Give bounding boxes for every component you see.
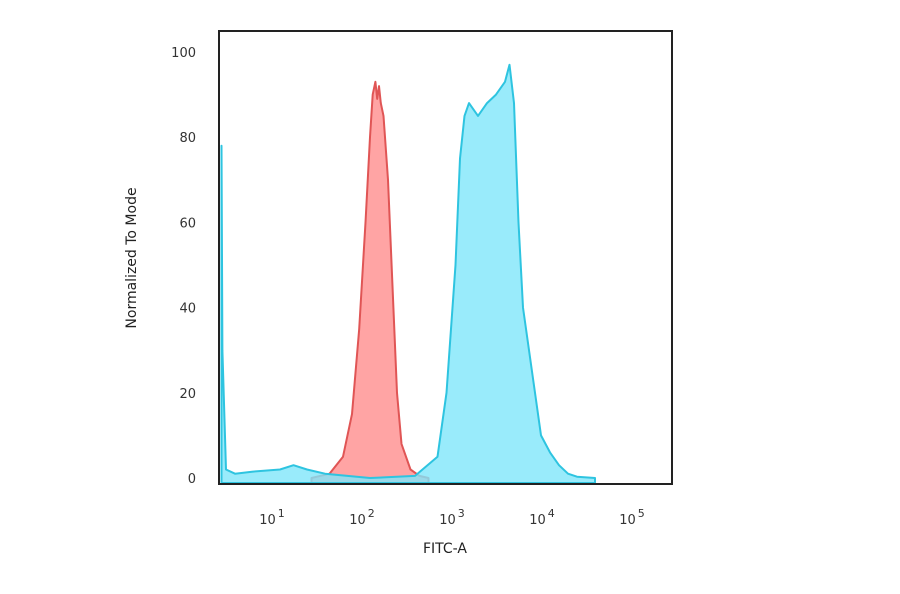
x-tick-label: 10 3 — [439, 507, 465, 528]
y-axis-ticks: 0 20 40 60 80 100 — [171, 46, 196, 487]
y-tick-label: 80 — [179, 131, 196, 146]
x-axis-ticks: 10 1 10 2 10 3 10 4 10 5 — [259, 507, 645, 528]
x-tick-label: 10 1 — [259, 507, 285, 528]
y-tick-label: 20 — [179, 387, 196, 402]
y-tick-label: 40 — [179, 302, 196, 317]
x-axis-label: FITC-A — [423, 541, 467, 557]
y-tick-label: 0 — [188, 472, 196, 487]
stained-histogram — [220, 63, 596, 484]
plot-area — [220, 63, 596, 484]
y-axis-label: Normalized To Mode — [124, 187, 140, 328]
plot-frame — [218, 30, 673, 485]
isotype-histogram — [310, 80, 430, 484]
x-tick-label: 10 5 — [619, 507, 645, 528]
x-tick-label: 10 4 — [529, 507, 555, 528]
y-tick-label: 60 — [179, 216, 196, 231]
y-tick-label: 100 — [171, 46, 196, 61]
x-tick-label: 10 2 — [349, 507, 375, 528]
